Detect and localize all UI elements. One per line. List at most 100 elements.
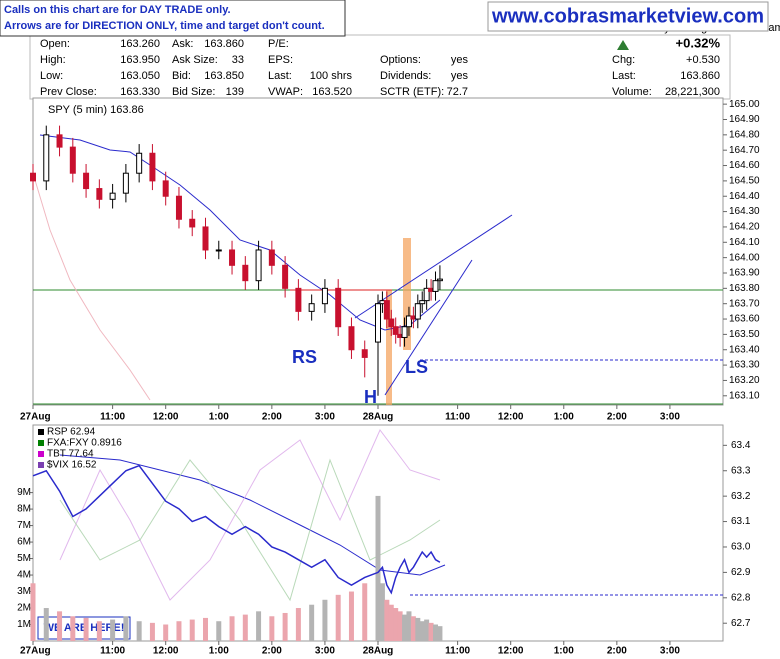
candle-body [401, 326, 408, 338]
volume-bar [388, 604, 394, 641]
quote-label: VWAP: [268, 86, 303, 98]
candle-body [405, 315, 412, 328]
candle-body [30, 172, 36, 182]
x-tick-label: 11:00 [100, 412, 125, 423]
x-tick-label: 11:00 [100, 646, 125, 657]
x-tick-label: 3:00 [315, 412, 335, 423]
quote-value: 163.860 [680, 70, 720, 82]
y-tick-label: 2M [17, 603, 31, 614]
volume-bar [419, 621, 425, 641]
quote-value: 163.850 [204, 70, 244, 82]
overlay-line [59, 429, 441, 601]
x-tick-label: 2:00 [607, 412, 627, 423]
volume-bar [70, 616, 76, 641]
rsp-line [32, 464, 441, 595]
quote-label: Low: [40, 70, 63, 82]
x-tick-label: 2:00 [607, 646, 627, 657]
quote-label: Volume: [612, 86, 652, 98]
annotation: RS [292, 347, 317, 367]
quote-value: 72.7 [447, 86, 468, 98]
volume-bar [397, 611, 403, 641]
candle-body [375, 303, 381, 343]
x-tick-label: 1:00 [209, 412, 229, 423]
volume-bar [216, 621, 222, 641]
x-tick-label: 1:00 [209, 646, 229, 657]
volume-bar [375, 495, 381, 641]
y-tick-label: 163.10 [729, 390, 760, 401]
volume-bar [348, 591, 354, 641]
y-tick-label: 164.20 [729, 222, 760, 233]
annotation: H [364, 387, 377, 407]
x-tick-label: 12:00 [498, 646, 524, 657]
y2-tick-label: 63.1 [731, 516, 751, 527]
volume-bar [57, 611, 63, 641]
volume-bar [30, 583, 36, 641]
up-arrow [617, 40, 629, 50]
y-tick-label: 164.40 [729, 191, 760, 202]
y2-tick-label: 62.7 [731, 618, 751, 629]
volume-bar [379, 583, 385, 641]
x-tick-label: 2:00 [262, 412, 282, 423]
y-tick-label: 1M [17, 619, 31, 630]
quote-value: 163.260 [120, 38, 160, 50]
quote-value: yes [451, 70, 469, 82]
x-tick-label: 12:00 [153, 646, 179, 657]
volume-bar [424, 619, 430, 641]
volume-bar [295, 608, 301, 641]
volume-bar [415, 617, 421, 641]
y-tick-label: 6M [17, 537, 31, 548]
legend-swatch [38, 440, 44, 446]
candle-body [295, 287, 302, 312]
quote-value: 100 shrs [310, 70, 353, 82]
y-tick-label: 164.90 [729, 114, 760, 125]
candle-body [189, 218, 196, 228]
volume-bar [149, 622, 155, 641]
volume-bar [242, 614, 248, 641]
y-tick-label: 163.40 [729, 344, 760, 355]
quote-value: 163.330 [120, 86, 160, 98]
y2-tick-label: 63.2 [731, 491, 751, 502]
quote-label: Bid: [172, 70, 191, 82]
x-tick-label: 2:00 [262, 646, 282, 657]
y-tick-label: 164.30 [729, 206, 760, 217]
legend-entry: FXA:FXY 0.8916 [47, 438, 122, 449]
candle-body [215, 249, 222, 252]
y-tick-label: 165.00 [729, 99, 760, 110]
quote-label: Prev Close: [40, 86, 97, 98]
x-tick-label: 1:00 [554, 412, 574, 423]
notice-box [0, 0, 346, 37]
candle-body [436, 278, 443, 282]
x-tick-label: 28Aug [363, 412, 394, 423]
y2-tick-label: 62.9 [731, 567, 751, 578]
change-pct: +0.32% [676, 35, 721, 50]
legend-swatch [38, 451, 44, 457]
y-tick-label: 163.30 [729, 360, 760, 371]
notice-line: Arrows are for DIRECTION ONLY, time and … [4, 20, 325, 32]
quote-label: Ask: [172, 38, 193, 50]
annotation: LS [405, 357, 428, 377]
x-tick-label: 28Aug [363, 646, 394, 657]
volume-bar [43, 608, 49, 641]
legend-entry: RSP 62.94 [47, 427, 96, 438]
volume-bar [189, 619, 195, 641]
y-tick-label: 163.20 [729, 375, 760, 386]
y2-tick-label: 63.0 [731, 542, 751, 553]
quote-label: EPS: [268, 54, 293, 66]
y-tick-label: 164.10 [729, 237, 760, 248]
candle-body [149, 152, 156, 182]
site-url: www.cobrasmarketview.com [491, 5, 764, 27]
candle-body [43, 134, 50, 182]
notice-line: Calls on this chart are for DAY TRADE on… [4, 4, 231, 16]
y-tick-label: 164.80 [729, 129, 760, 140]
y-tick-label: 164.00 [729, 252, 760, 263]
volume-bar [335, 594, 341, 641]
x-tick-label: 1:00 [554, 646, 574, 657]
x-tick-label: 27Aug [20, 646, 51, 657]
y-tick-label: 164.50 [729, 176, 760, 187]
candle-body [229, 249, 236, 266]
x-tick-label: 3:00 [315, 646, 335, 657]
quote-label: Open: [40, 38, 70, 50]
quote-value: 139 [226, 86, 244, 98]
candle-body [361, 349, 368, 358]
